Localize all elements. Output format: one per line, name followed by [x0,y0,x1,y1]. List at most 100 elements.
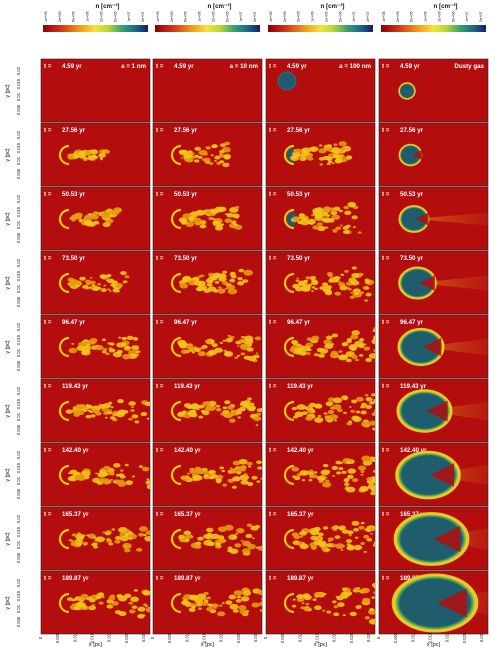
shock-front [283,400,295,422]
gas-clump [364,280,371,284]
gas-clump [236,345,240,347]
x-axis-label: x [pc] [427,642,441,648]
gas-clump [371,596,375,599]
gas-clump [334,291,341,296]
colorbar-tick-label: 1e+07 [127,11,131,22]
panel-content [283,455,375,496]
time-prefix: t = [382,511,390,518]
gas-clump [340,549,344,551]
gas-clump [238,458,248,465]
shock-front [170,400,182,422]
gas-clump [67,472,71,475]
gas-clump [130,596,139,603]
shock-front [58,592,70,614]
time-label: 27.56 yr [287,127,311,134]
gas-clump [246,397,252,401]
gas-clump [369,401,375,405]
gas-clump [324,343,334,349]
gas-tail [424,401,488,421]
gas-clump [113,481,117,484]
gas-clump [355,410,361,414]
gas-clump [80,593,89,599]
gas-clump [191,351,195,354]
gas-clump [73,412,81,417]
gas-clump [224,141,231,146]
gas-clump [257,466,262,470]
x-tick-label: 0.005 [393,632,398,643]
gas-clump [307,221,312,225]
shock-front [283,272,295,294]
gas-clump [114,539,121,544]
gas-clump [79,606,85,610]
gas-clump [131,406,135,409]
x-tick-label: 0.02 [107,633,112,642]
gas-clump [305,415,313,421]
gas-clump [123,548,131,553]
gas-clump [360,410,367,415]
gas-clump [187,158,193,162]
gas-clump [187,150,193,154]
time-label: 189.87 yr [174,575,201,582]
time-label: 142.40 yr [400,447,427,454]
gas-clump [251,602,260,608]
gas-clump [83,543,87,546]
gas-clump [341,529,349,534]
gas-clump [90,414,96,418]
cloud-notch [416,212,429,226]
gas-clump [327,160,333,164]
gas-clump [240,336,245,339]
y-tick-label: 0.01 [16,476,21,485]
gas-clump [370,532,373,535]
gas-clump [230,274,237,279]
panel-r9-c2: t = 189.87 yr [152,570,263,635]
panel-r4-c1: t = 73.50 yr [40,250,151,315]
gas-clump [66,597,73,601]
gas-clump [317,414,322,418]
x-tick-label: 0.01 [410,633,415,642]
x-tick-label: 0.02 [445,633,450,642]
panel-content [283,266,375,302]
gas-clump [310,290,315,293]
gas-clump [124,275,130,279]
gas-clump [136,547,143,552]
panel-grid: t = 4.59 yr a = 1 nm t = 4.59 yr a = 10 nm t =… [40,58,489,635]
panel-background [265,570,376,635]
gas-clump [134,420,140,424]
gas-clump [101,212,111,219]
gas-clump [194,146,202,151]
gas-clump [92,478,96,480]
panel-r4-c4: t = 73.50 yr [378,250,489,315]
gas-clump [106,538,111,541]
gas-clump [72,603,76,606]
time-label: 50.53 yr [400,191,424,198]
gas-clump [349,611,357,617]
gas-clump [91,604,95,607]
gas-clump [347,287,352,291]
dusty-cloud [398,266,437,300]
column-label: a = 100 nm [339,63,371,70]
gas-clump [182,410,187,414]
gas-clump [338,354,348,361]
gas-clump [208,272,214,277]
colorbar-tick-label: 1e+06 [86,11,90,22]
gas-clump [232,460,241,466]
gas-clump [370,610,373,613]
gas-clump [372,427,375,431]
shock-front [58,208,70,230]
gas-clump [217,526,227,532]
gas-clump [118,527,128,534]
gas-clump [88,286,92,289]
gas-clump [222,406,228,410]
gas-clump [75,533,85,540]
x-tick-label: 0 [38,636,43,639]
gas-clump [228,418,236,423]
colorbar-tick-label: 2e+05 [170,11,174,22]
time-prefix: t = [156,127,164,134]
time-prefix: t = [44,191,52,198]
panel-content [398,143,423,167]
gas-clump [251,475,258,480]
y-tick-label: 0.005 [16,296,21,307]
gas-clump [331,148,339,154]
gas-clump [71,533,77,537]
gas-clump [360,521,365,525]
